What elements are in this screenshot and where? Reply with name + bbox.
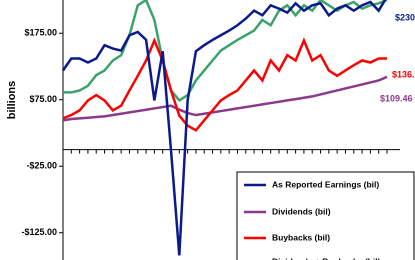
legend-label: Dividends + Buybacks (bil) — [272, 256, 381, 260]
end-label: $136.97 — [392, 69, 415, 79]
y-tick-label: -$25.00 — [26, 161, 57, 171]
series-line — [61, 0, 387, 256]
y-tick-label: $175.00 — [24, 28, 57, 38]
legend-label: As Reported Earnings (bil) — [272, 179, 379, 189]
legend-label: Dividends (bil) — [272, 206, 331, 216]
legend-label: Buybacks (bil) — [272, 232, 330, 242]
series-line — [62, 75, 388, 122]
y-tick-label: $75.00 — [29, 94, 57, 104]
series-line — [63, 0, 388, 103]
y-tick-label: -$125.00 — [21, 227, 57, 237]
y-axis-label: billions — [6, 81, 18, 120]
series-line — [62, 37, 388, 132]
end-label: $230.12 — [395, 12, 415, 22]
end-label: $109.46 — [380, 93, 413, 103]
legend-box — [236, 171, 415, 260]
